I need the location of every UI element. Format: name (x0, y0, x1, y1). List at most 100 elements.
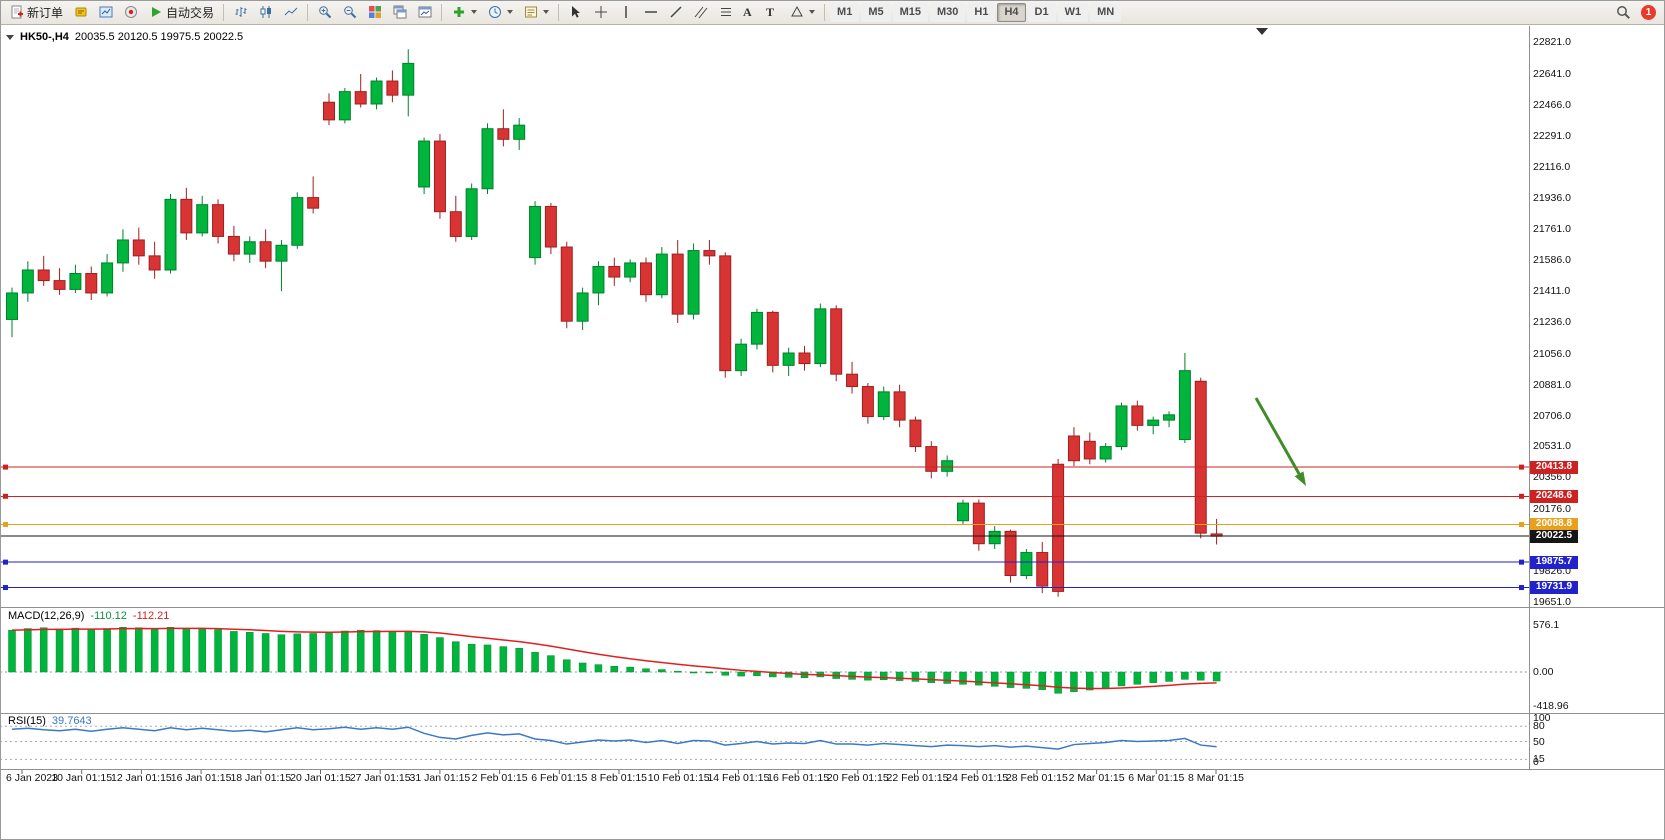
candle-body (116, 239, 129, 264)
new-order-button[interactable]: 新订单 (5, 2, 67, 23)
macd-bar (547, 655, 555, 673)
tf-h4-button[interactable]: H4 (997, 2, 1026, 22)
tf-m15-button[interactable]: M15 (892, 2, 928, 22)
date-label: 28 Feb 01:15 (1005, 772, 1068, 784)
date-label: 8 Mar 01:15 (1187, 772, 1245, 784)
annotation-arrow (1254, 397, 1301, 475)
tf-mn-button[interactable]: MN (1090, 2, 1122, 22)
date-label: 24 Feb 01:15 (946, 772, 1009, 784)
label-tool-button[interactable]: T (762, 2, 783, 23)
shapes-icon (789, 5, 804, 20)
periods-button[interactable] (483, 2, 517, 23)
candle-body (846, 373, 859, 388)
macd-bar (895, 671, 904, 681)
candle-body (1099, 446, 1112, 460)
candle-body (1083, 440, 1096, 460)
macd-bar (610, 666, 619, 673)
one-click-trading-toggle[interactable] (6, 34, 14, 40)
price-line-badge[interactable]: 19875.7 (1530, 555, 1578, 569)
bar-chart-button[interactable] (229, 2, 252, 23)
chart-header: HK50-,H4 20035.5 20120.5 19975.5 20022.5 (6, 31, 243, 43)
vertical-line-tool-button[interactable] (614, 2, 637, 23)
tf-w1-button[interactable]: W1 (1057, 2, 1089, 22)
macd-bar (753, 671, 761, 676)
line-chart-button[interactable] (279, 2, 302, 23)
macd-bar (261, 633, 270, 673)
macd-bar (8, 629, 16, 673)
horizontal-line-tool-button[interactable] (639, 2, 662, 23)
tf-m1-button[interactable]: M1 (830, 2, 860, 22)
price-line-badge[interactable]: 20088.8 (1530, 518, 1578, 531)
candle-body (386, 80, 399, 96)
channel-tool-button[interactable] (689, 2, 712, 23)
search-button[interactable] (1612, 2, 1635, 23)
symbol-period-label: HK50-,H4 (20, 31, 69, 43)
date-label: 12 Jan 01:15 (111, 772, 172, 784)
candlestick-chart-icon (258, 5, 273, 20)
macd-bar (309, 633, 317, 673)
autotrading-button[interactable]: 自动交易 (144, 2, 218, 23)
crosshair-tool-button[interactable] (589, 2, 612, 23)
price-line-badge[interactable]: 20413.8 (1530, 460, 1578, 474)
cursor-tool-button[interactable] (564, 2, 587, 23)
candle-body (291, 197, 304, 246)
zoom-in-button[interactable] (313, 2, 336, 23)
macd-bar (24, 628, 32, 673)
price-line-badge[interactable]: 20248.6 (1530, 489, 1578, 503)
macd-bar (230, 631, 238, 673)
candle-body (893, 391, 906, 421)
tf-d1-button[interactable]: D1 (1027, 2, 1056, 22)
zoom-out-button[interactable] (338, 2, 361, 23)
date-label: 18 Jan 01:15 (230, 772, 292, 784)
candle-body (338, 91, 351, 121)
trendline-tool-button[interactable] (664, 2, 687, 23)
macd-bar (689, 671, 698, 674)
macd-bar (341, 630, 349, 673)
notifications-button[interactable]: 1 (1637, 2, 1660, 23)
tile-windows-button[interactable] (363, 2, 386, 23)
community-button[interactable] (119, 2, 142, 23)
candle-body (1131, 405, 1144, 426)
candle-body (544, 205, 557, 248)
fibonacci-tool-button[interactable] (714, 2, 737, 23)
vertical-line-icon (618, 5, 633, 20)
date-label: 8 Feb 01:15 (590, 772, 648, 784)
date-label: 2 Mar 01:15 (1068, 772, 1125, 784)
date-label: 2 Feb 01:15 (471, 772, 528, 784)
notification-badge: 1 (1641, 4, 1656, 20)
date-label: 10 Feb 01:15 (647, 772, 710, 784)
metaeditor-button[interactable] (69, 2, 92, 23)
candlestick-chart-button[interactable] (254, 2, 277, 23)
window-chart-button[interactable] (413, 2, 436, 23)
macd-bar (166, 627, 175, 673)
candle-body (1147, 419, 1160, 426)
macd-bar (293, 633, 302, 673)
text-tool-button[interactable]: A (739, 2, 760, 23)
macd-bar (150, 629, 159, 673)
macd-bar (372, 630, 381, 673)
macd-bar (325, 632, 333, 673)
candle-body (655, 253, 668, 296)
candle-body (703, 250, 716, 257)
indicators-button[interactable] (447, 2, 481, 23)
macd-bar (737, 671, 745, 677)
date-label: 22 Feb 01:15 (886, 772, 949, 784)
candle-body (69, 273, 82, 290)
price-tick: 21761.0 (1533, 223, 1571, 236)
cascade-windows-button[interactable] (388, 2, 411, 23)
market-watch-button[interactable] (94, 2, 117, 23)
tf-m30-button[interactable]: M30 (930, 2, 966, 22)
tf-h1-button[interactable]: H1 (967, 2, 996, 22)
autotrading-label: 自动交易 (166, 5, 215, 20)
current-price-badge: 20022.5 (1530, 529, 1578, 543)
price-tick: 22466.0 (1533, 98, 1571, 111)
templates-icon (523, 5, 538, 20)
tf-m5-button[interactable]: M5 (861, 2, 891, 22)
price-line-badge[interactable]: 19731.9 (1530, 581, 1578, 595)
macd-bar (673, 670, 682, 673)
macd-bar (959, 671, 967, 685)
templates-button[interactable] (519, 2, 553, 23)
shapes-tool-button[interactable] (785, 2, 819, 23)
